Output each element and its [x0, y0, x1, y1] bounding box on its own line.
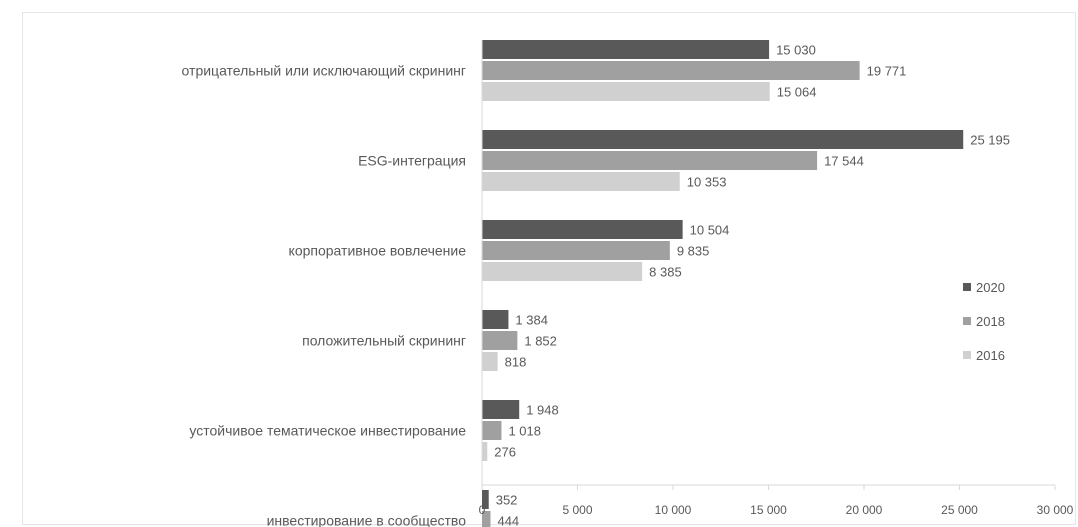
- data-label-2016-2: 8 385: [649, 265, 682, 280]
- legend-swatch-2016: [963, 351, 971, 359]
- bar-2018-4: [482, 421, 502, 440]
- data-label-2018-1: 17 544: [824, 154, 864, 169]
- category-label-3: положительный скрининг: [302, 333, 466, 349]
- x-tick-label-1: 5 000: [562, 503, 592, 517]
- bar-2020-0: [482, 40, 770, 59]
- bar-2016-4: [482, 442, 488, 461]
- legend-label-2020: 2020: [976, 280, 1005, 295]
- legend-label-2016: 2016: [976, 348, 1005, 363]
- x-tick-label-2: 10 000: [655, 503, 692, 517]
- bar-2020-5: [482, 490, 489, 509]
- legend-swatch-2020: [963, 283, 971, 291]
- bar-2016-3: [482, 352, 498, 371]
- bar-2018-1: [482, 151, 818, 170]
- category-label-5: инвестирование в сообщество: [267, 513, 467, 527]
- data-labels-group: 15 030 19 771 15 064 25 195 17 544 10 353 10 5…: [494, 43, 1010, 527]
- data-label-2018-5: 444: [497, 514, 519, 527]
- category-label-1: ESG-интеграция: [358, 153, 466, 169]
- bar-2020-1: [482, 130, 964, 149]
- bar-2020-2: [482, 220, 683, 239]
- data-label-2016-0: 15 064: [777, 85, 817, 100]
- x-tick-label-0: 0: [479, 503, 486, 517]
- chart-frame: [22, 12, 1076, 525]
- data-label-2018-3: 1 852: [524, 334, 557, 349]
- category-label-4: устойчивое тематическое инвестирование: [189, 423, 466, 439]
- category-labels-group: отрицательный или исключающий скрининг ES…: [182, 63, 467, 527]
- bar-2018-5: [482, 511, 491, 527]
- bar-2016-0: [482, 82, 770, 101]
- bar-2018-3: [482, 331, 518, 350]
- bar-2018-2: [482, 241, 670, 260]
- data-label-2020-0: 15 030: [776, 43, 816, 58]
- bar-2020-4: [482, 400, 520, 419]
- data-label-2018-0: 19 771: [867, 64, 907, 79]
- data-label-2020-2: 10 504: [690, 223, 730, 238]
- x-axis: 0 5 000 10 000 15 000 20 000 25 000 30 000: [479, 40, 1074, 517]
- category-label-0: отрицательный или исключающий скрининг: [182, 63, 466, 79]
- bar-2016-1: [482, 172, 680, 191]
- bar-2016-2: [482, 262, 643, 281]
- data-label-2020-1: 25 195: [970, 133, 1010, 148]
- legend-label-2018: 2018: [976, 314, 1005, 329]
- bar-2018-0: [482, 61, 860, 80]
- data-label-2020-5: 352: [496, 493, 518, 508]
- bar-2020-3: [482, 310, 509, 329]
- data-label-2016-3: 818: [505, 355, 527, 370]
- x-tick-label-6: 30 000: [1037, 503, 1074, 517]
- legend-swatch-2018: [963, 317, 971, 325]
- category-label-2: корпоративное вовлечение: [289, 243, 467, 259]
- data-label-2016-1: 10 353: [687, 175, 727, 190]
- data-label-2018-2: 9 835: [677, 244, 710, 259]
- x-tick-label-5: 25 000: [941, 503, 978, 517]
- data-label-2016-4: 276: [494, 445, 516, 460]
- x-tick-label-4: 20 000: [846, 503, 883, 517]
- bars-group: [482, 40, 964, 527]
- x-tick-label-3: 15 000: [750, 503, 787, 517]
- data-label-2020-3: 1 384: [515, 313, 548, 328]
- legend: 2020 2018 2016: [963, 280, 1005, 363]
- data-label-2018-4: 1 018: [508, 424, 541, 439]
- data-label-2020-4: 1 948: [526, 403, 559, 418]
